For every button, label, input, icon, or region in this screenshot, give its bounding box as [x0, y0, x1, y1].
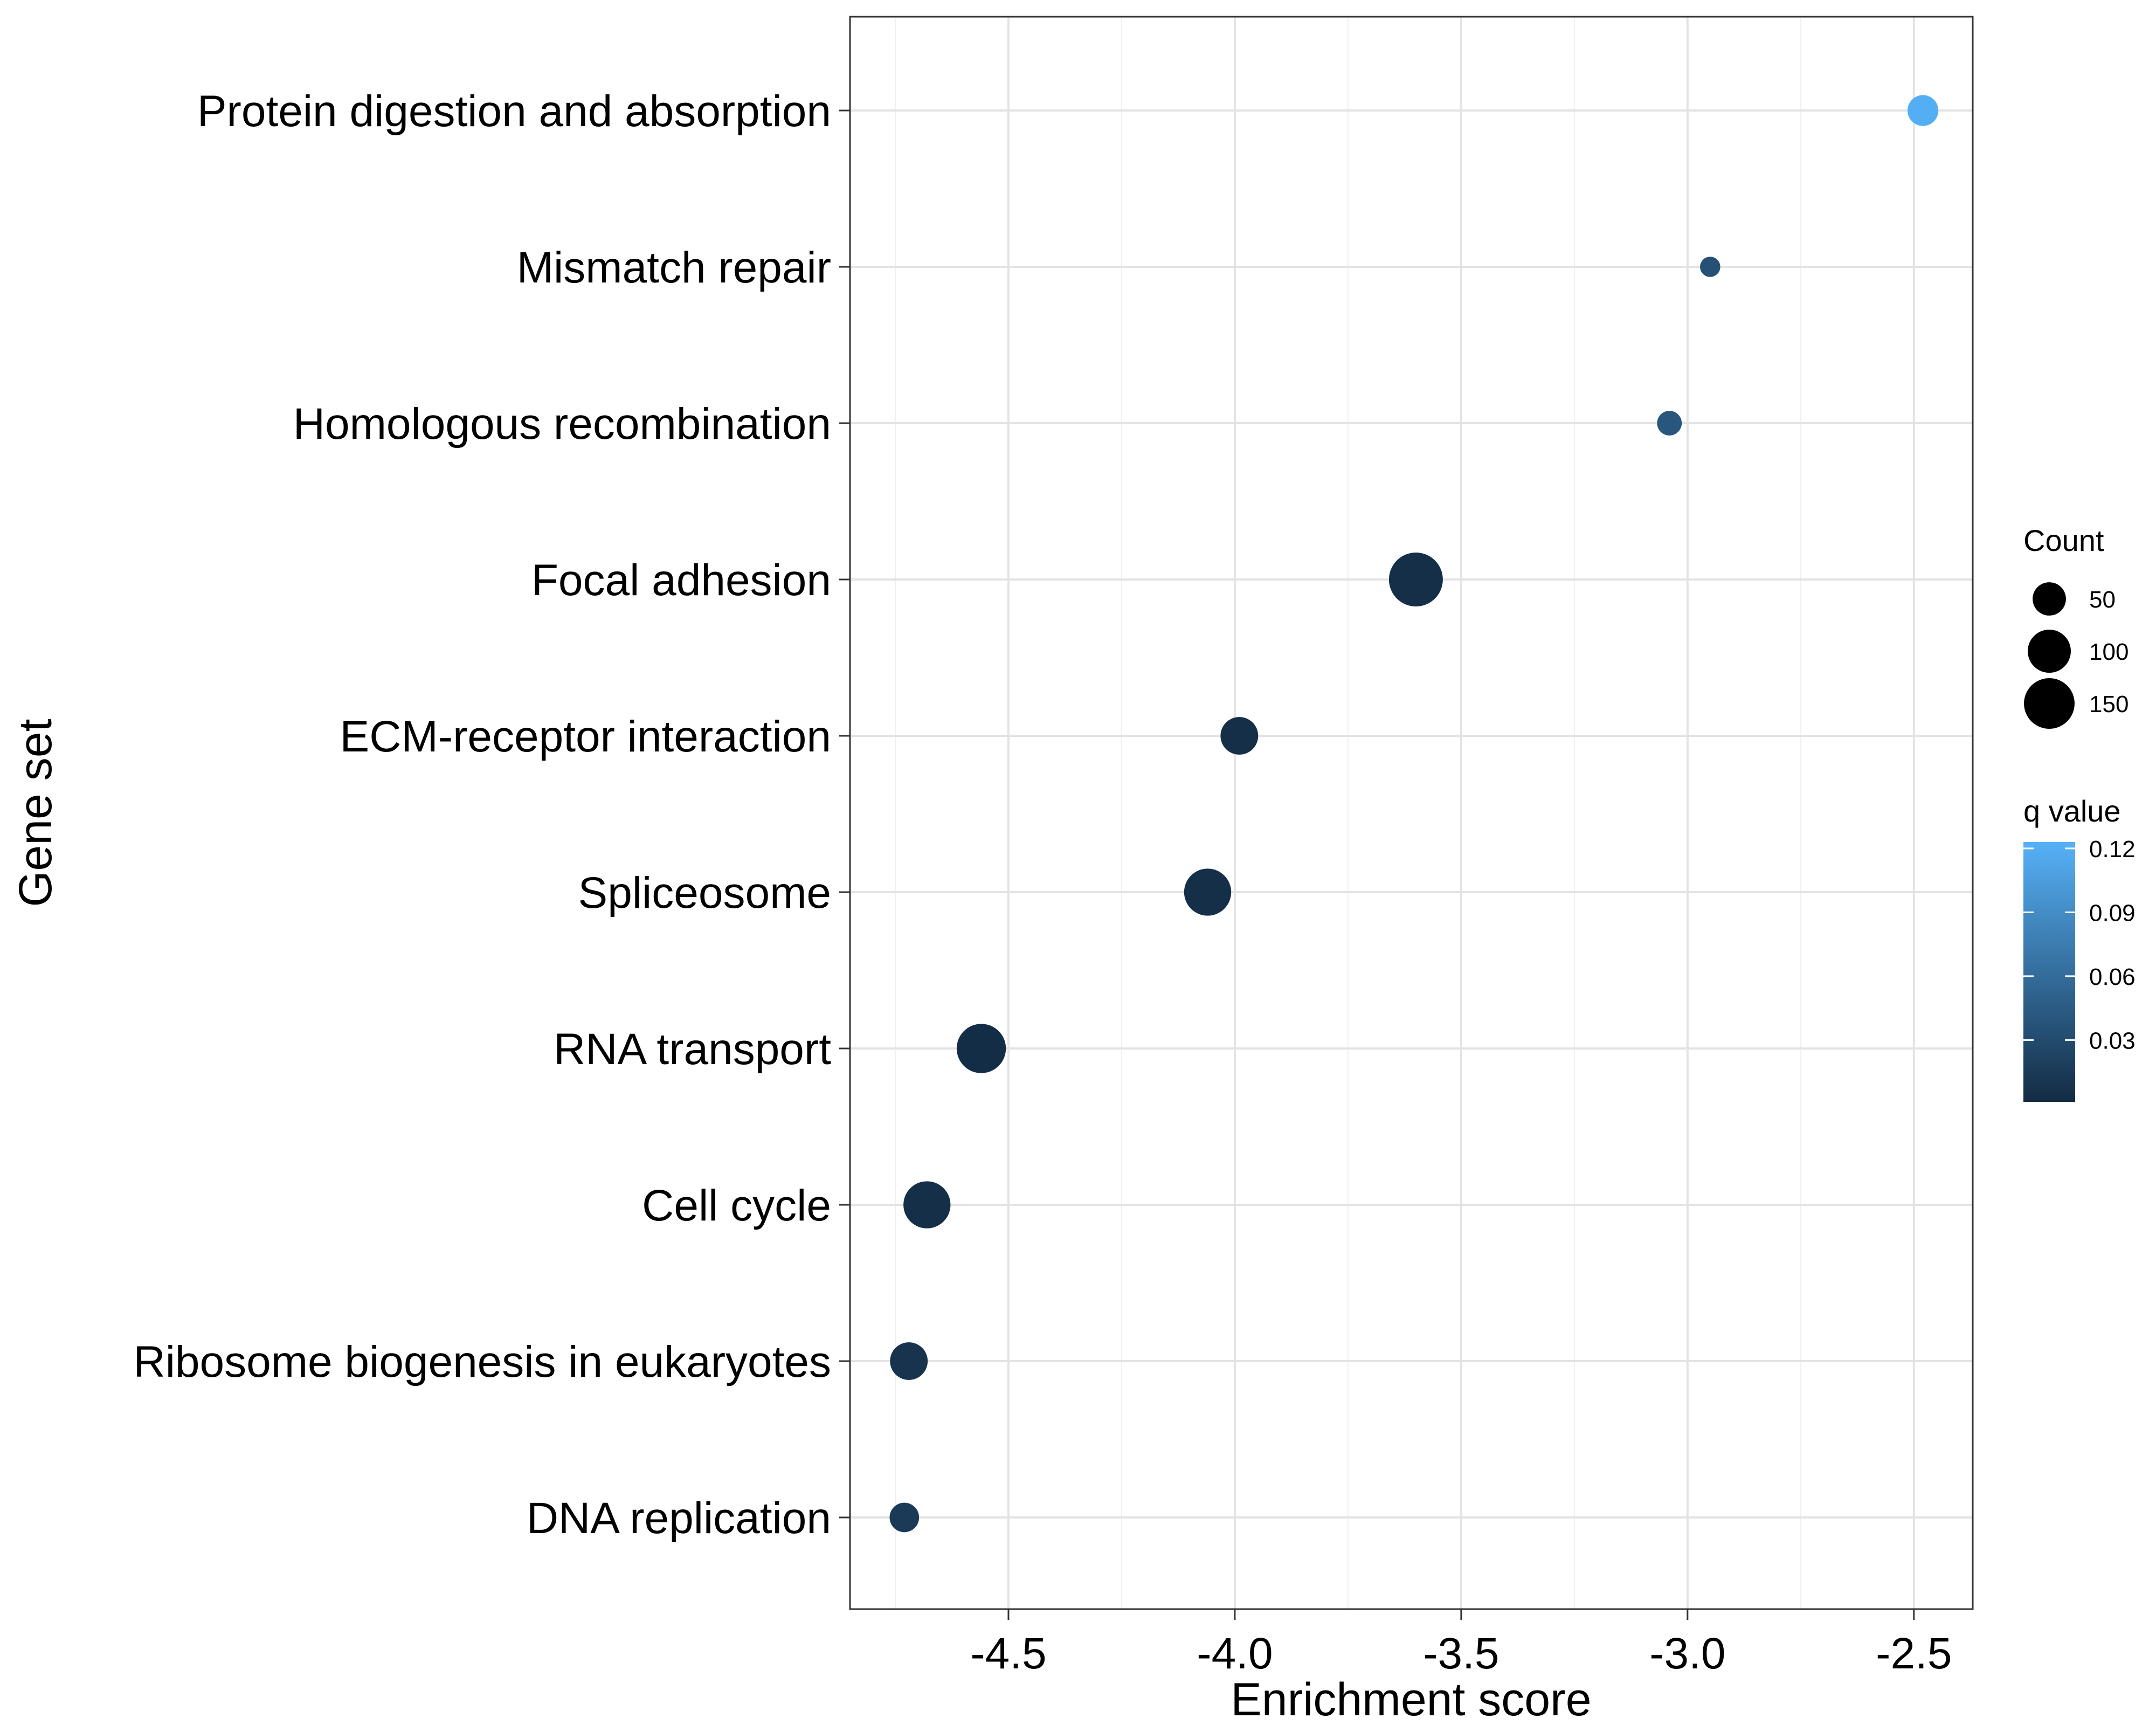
x-tick-label: -2.5: [1876, 1629, 1952, 1678]
count-legend-key: [2028, 630, 2071, 673]
y-axis-title: Gene set: [10, 719, 61, 907]
count-legend-key: [2024, 678, 2075, 729]
plot-panel-border: [849, 16, 1974, 1610]
minor-grid: [894, 17, 1801, 1609]
q-value-legend-label: 0.09: [2089, 900, 2136, 926]
data-point: [956, 1024, 1006, 1073]
y-category-label: DNA replication: [527, 1494, 831, 1543]
y-category-label: Ribosome biogenesis in eukaryotes: [133, 1337, 831, 1386]
data-point: [1700, 257, 1720, 277]
count-legend-key: [2033, 582, 2066, 616]
data-point: [1220, 717, 1259, 755]
y-category-label: Focal adhesion: [531, 556, 831, 605]
y-category-label: Protein digestion and absorption: [197, 87, 831, 136]
count-legend-label: 150: [2089, 691, 2129, 717]
q-value-colorbar: [2023, 842, 2075, 1102]
x-tick-label: -3.5: [1423, 1629, 1499, 1678]
q-value-legend-label: 0.06: [2089, 964, 2136, 990]
y-category-label: Homologous recombination: [293, 399, 831, 448]
y-category-label: ECM-receptor interaction: [340, 712, 831, 761]
q-value-legend-label: 0.03: [2089, 1027, 2136, 1054]
count-legend-label: 100: [2089, 639, 2129, 665]
y-category-label: Cell cycle: [642, 1181, 831, 1230]
q-value-legend: q value 0.03 0.06 0.09 0.12: [2023, 794, 2136, 1102]
x-axis: -4.5 -4.0 -3.5 -3.0 -2.5: [970, 1609, 1952, 1678]
data-point: [889, 1502, 920, 1533]
x-tick-label: -4.0: [1197, 1629, 1273, 1678]
y-category-label: RNA transport: [554, 1025, 831, 1074]
data-point: [1184, 868, 1232, 916]
x-axis-title: Enrichment score: [1231, 1674, 1591, 1725]
data-point: [1657, 411, 1682, 436]
count-legend: Count 50 100 150: [2023, 523, 2129, 729]
count-legend-title: Count: [2023, 523, 2104, 557]
q-value-legend-title: q value: [2023, 794, 2121, 828]
data-point: [903, 1181, 951, 1229]
q-value-legend-label: 0.12: [2089, 836, 2136, 862]
data-point: [890, 1342, 928, 1380]
data-point: [1908, 95, 1939, 126]
x-tick-label: -3.0: [1649, 1629, 1725, 1678]
y-category-label: Spliceosome: [578, 868, 831, 917]
data-points: [889, 95, 1939, 1533]
x-tick-label: -4.5: [970, 1629, 1046, 1678]
data-point: [1388, 552, 1443, 607]
y-category-label: Mismatch repair: [517, 243, 831, 292]
y-axis: Protein digestion and absorption Mismatch…: [133, 87, 850, 1543]
count-legend-label: 50: [2089, 586, 2116, 613]
plot-background: [850, 17, 1973, 1609]
